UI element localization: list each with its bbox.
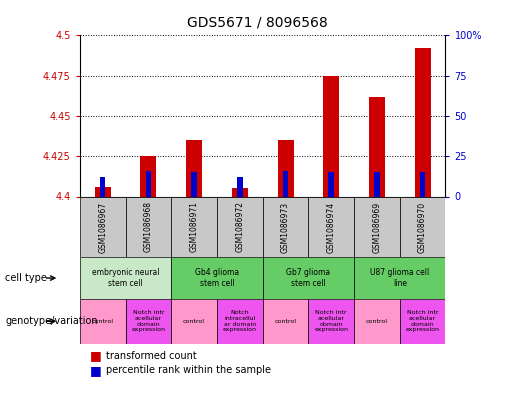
Bar bbox=[323, 76, 339, 196]
Text: Notch
intracellul
ar domain
expression: Notch intracellul ar domain expression bbox=[223, 310, 257, 332]
Text: GSM1086970: GSM1086970 bbox=[418, 201, 427, 253]
Bar bbox=[400, 196, 445, 257]
Text: GSM1086972: GSM1086972 bbox=[235, 202, 244, 252]
Bar bbox=[217, 196, 263, 257]
Bar bbox=[354, 196, 400, 257]
Bar bbox=[263, 196, 308, 257]
Text: GSM1086973: GSM1086973 bbox=[281, 201, 290, 253]
Text: percentile rank within the sample: percentile rank within the sample bbox=[106, 365, 270, 375]
Bar bbox=[126, 196, 171, 257]
Bar bbox=[263, 299, 308, 344]
Bar bbox=[354, 257, 445, 299]
Bar bbox=[171, 257, 263, 299]
Text: GSM1086969: GSM1086969 bbox=[372, 201, 382, 253]
Text: Gb4 glioma
stem cell: Gb4 glioma stem cell bbox=[195, 268, 239, 288]
Bar bbox=[171, 196, 217, 257]
Text: GSM1086974: GSM1086974 bbox=[327, 201, 336, 253]
Bar bbox=[80, 196, 126, 257]
Text: GSM1086967: GSM1086967 bbox=[98, 201, 107, 253]
Text: U87 glioma cell
line: U87 glioma cell line bbox=[370, 268, 430, 288]
Bar bbox=[217, 299, 263, 344]
Text: Notch intr
acellular
domain
expression: Notch intr acellular domain expression bbox=[131, 310, 165, 332]
Bar bbox=[171, 299, 217, 344]
Text: ■: ■ bbox=[90, 349, 102, 362]
Bar bbox=[237, 177, 243, 196]
Text: Gb7 glioma
stem cell: Gb7 glioma stem cell bbox=[286, 268, 331, 288]
Text: transformed count: transformed count bbox=[106, 351, 196, 361]
Text: GSM1086971: GSM1086971 bbox=[190, 202, 199, 252]
Bar bbox=[278, 140, 294, 196]
Bar bbox=[126, 299, 171, 344]
Bar bbox=[308, 299, 354, 344]
Text: control: control bbox=[366, 319, 388, 324]
Bar bbox=[141, 156, 157, 196]
Text: Notch intr
acellular
domain
expression: Notch intr acellular domain expression bbox=[314, 310, 348, 332]
Bar bbox=[232, 189, 248, 196]
Bar bbox=[192, 173, 197, 196]
Bar bbox=[80, 257, 171, 299]
Bar bbox=[354, 299, 400, 344]
Text: control: control bbox=[183, 319, 205, 324]
Bar bbox=[374, 173, 380, 196]
Text: GDS5671 / 8096568: GDS5671 / 8096568 bbox=[187, 16, 328, 30]
Bar bbox=[400, 299, 445, 344]
Bar bbox=[329, 173, 334, 196]
Bar bbox=[415, 48, 431, 196]
Bar bbox=[146, 171, 151, 196]
Bar bbox=[283, 171, 288, 196]
Bar bbox=[95, 187, 111, 196]
Text: embryonic neural
stem cell: embryonic neural stem cell bbox=[92, 268, 159, 288]
Text: Notch intr
acellular
domain
expression: Notch intr acellular domain expression bbox=[406, 310, 440, 332]
Text: GSM1086968: GSM1086968 bbox=[144, 202, 153, 252]
Bar bbox=[186, 140, 202, 196]
Bar bbox=[100, 177, 106, 196]
Text: control: control bbox=[274, 319, 297, 324]
Text: cell type: cell type bbox=[5, 273, 47, 283]
Bar bbox=[420, 173, 425, 196]
Bar bbox=[308, 196, 354, 257]
Text: control: control bbox=[92, 319, 114, 324]
Bar bbox=[80, 299, 126, 344]
Bar bbox=[263, 257, 354, 299]
Text: ■: ■ bbox=[90, 364, 102, 377]
Bar bbox=[369, 97, 385, 196]
Text: genotype/variation: genotype/variation bbox=[5, 316, 98, 326]
